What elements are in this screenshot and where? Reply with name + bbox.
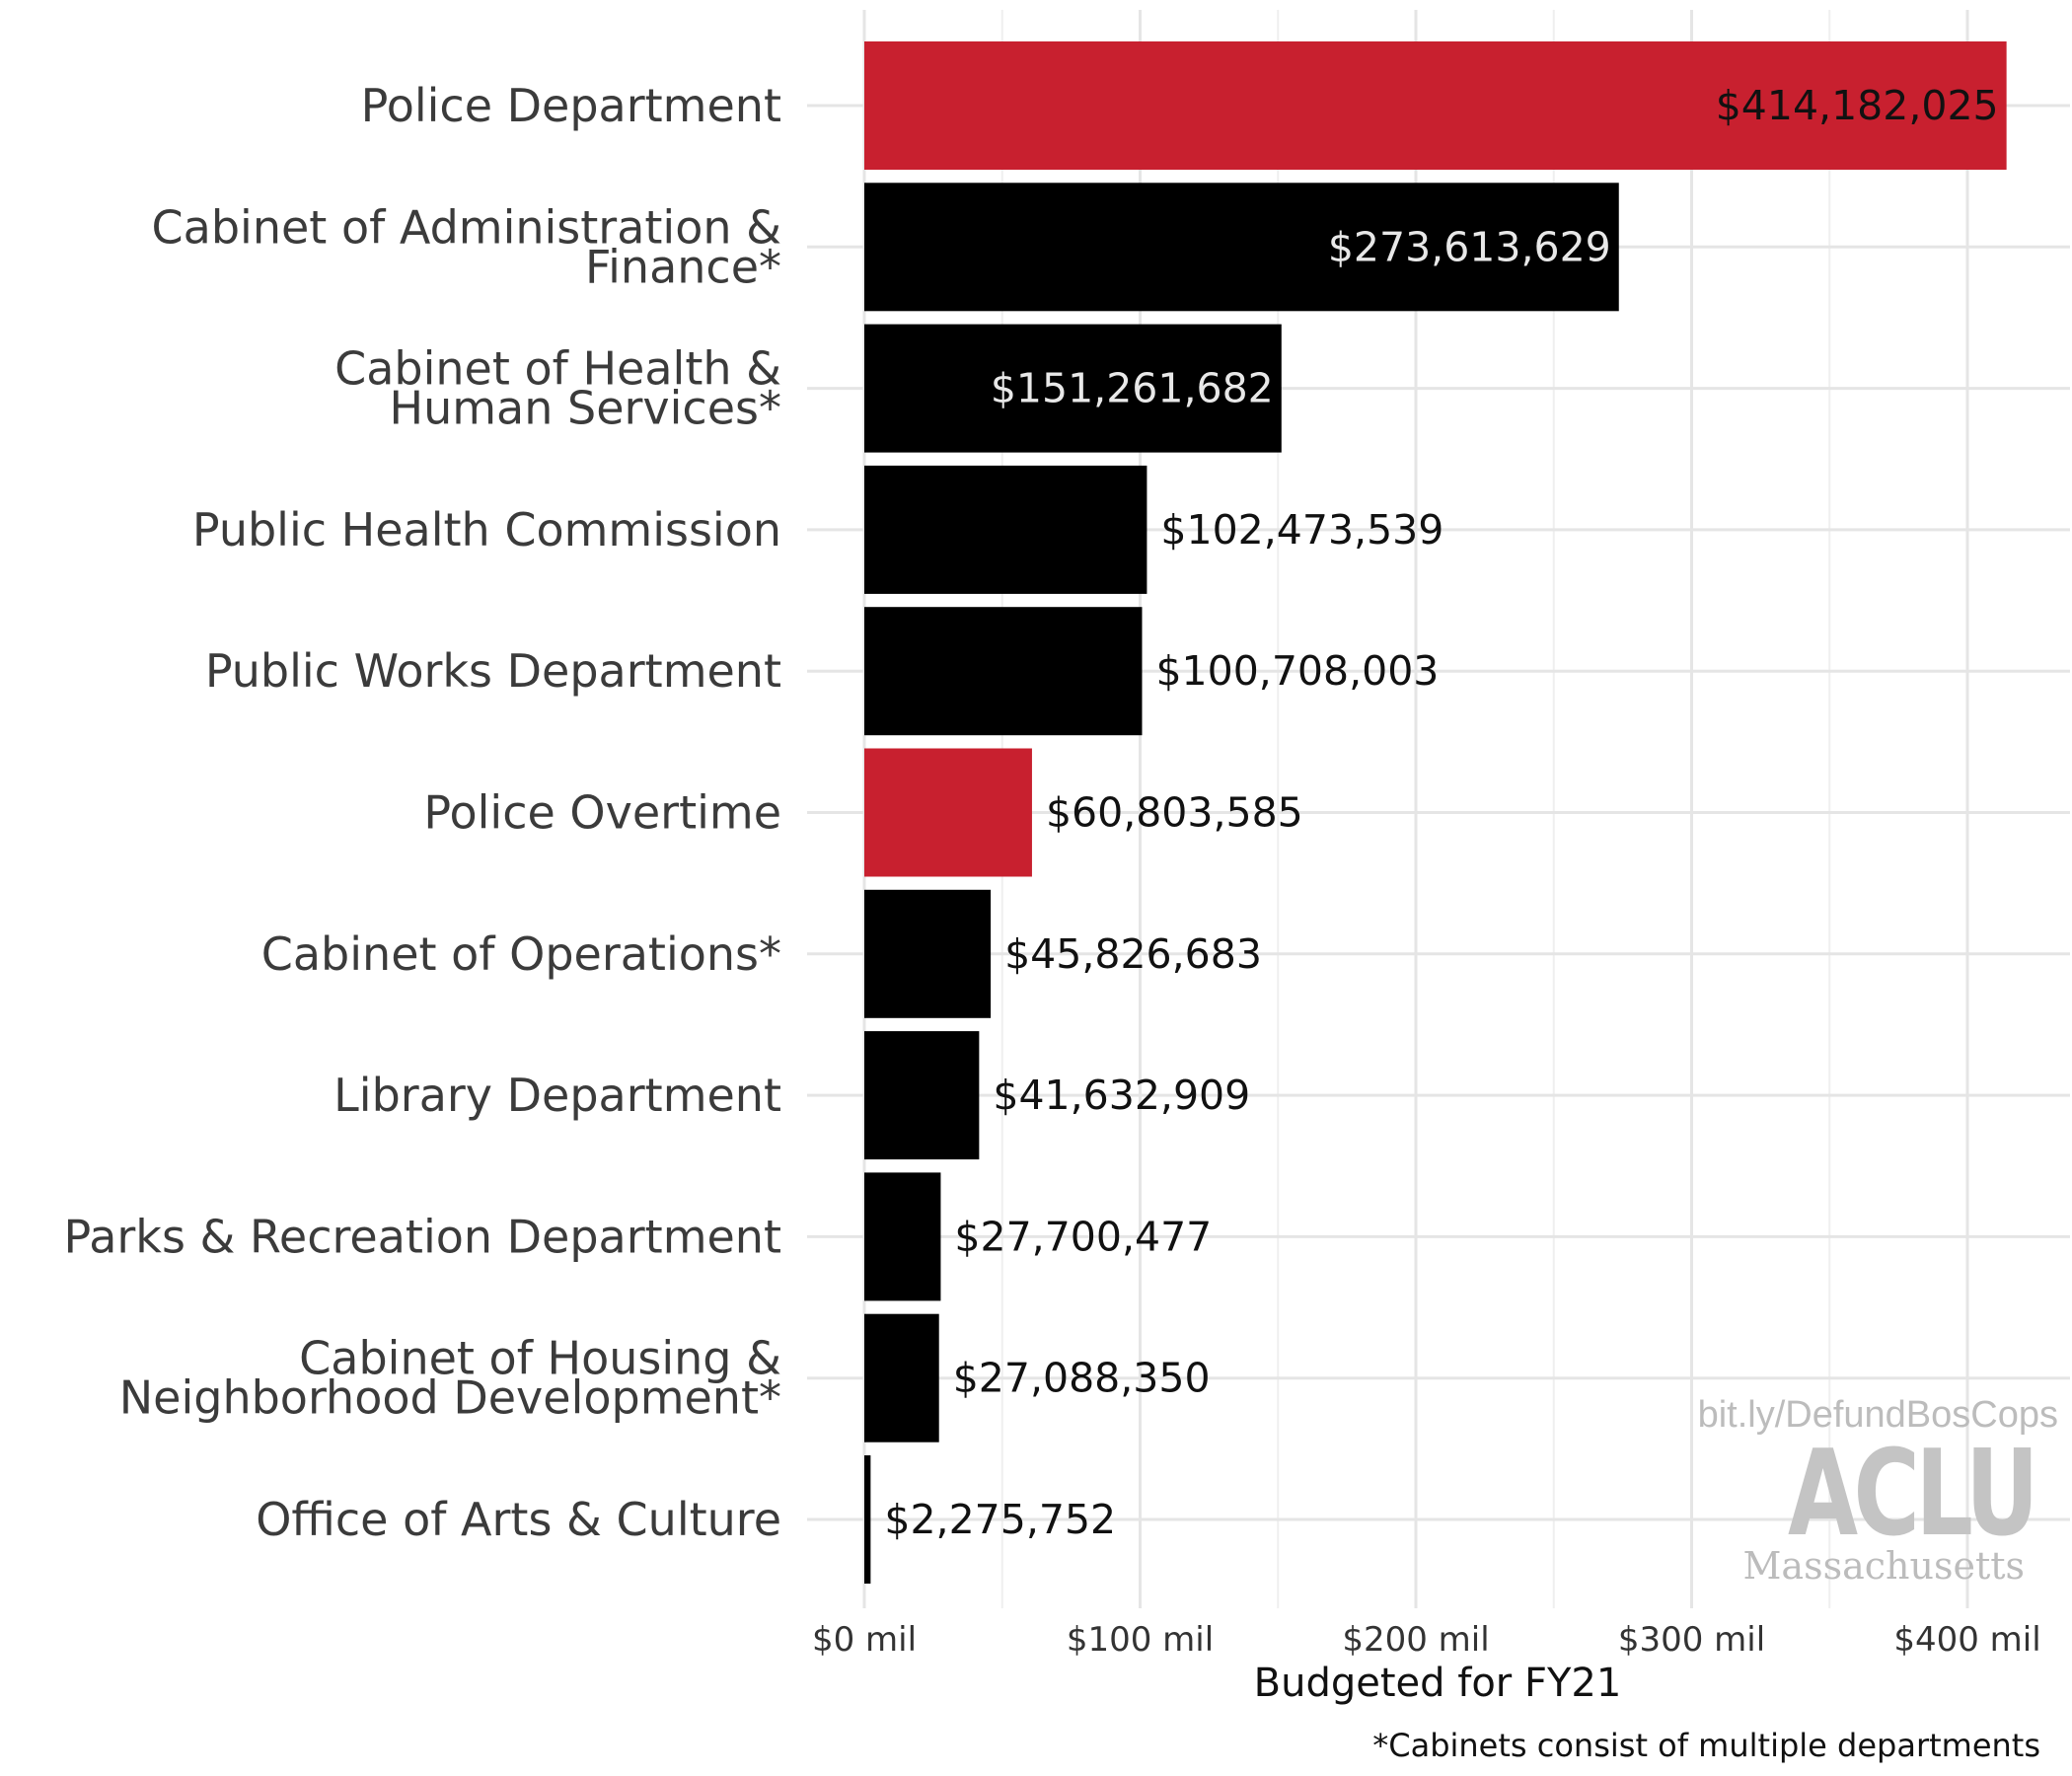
category-label: Police Department	[361, 79, 781, 132]
x-tick-label: $100 mil	[1067, 1620, 1214, 1660]
value-label: $102,473,539	[1160, 506, 1443, 554]
value-label: $27,088,350	[953, 1355, 1211, 1402]
value-label: $2,275,752	[884, 1496, 1116, 1543]
bar	[864, 1172, 941, 1301]
category-label: Public Works Department	[205, 644, 781, 698]
category-label: Cabinet of Operations*	[261, 927, 781, 981]
footnote: *Cabinets consist of multiple department…	[1372, 1727, 2040, 1764]
category-labels: Police Department Cabinet of Administrati…	[64, 79, 781, 1546]
category-label-line: Cabinet of Housing &	[299, 1332, 781, 1385]
category-label: Cabinet of Health & Human Services*	[334, 342, 781, 435]
value-label: $41,632,909	[993, 1072, 1250, 1119]
bar	[864, 1031, 980, 1160]
category-label: Parks & Recreation Department	[64, 1210, 781, 1263]
value-label: $100,708,003	[1155, 647, 1439, 695]
value-label: $27,700,477	[954, 1213, 1212, 1260]
bar	[864, 41, 2007, 170]
category-label-line: Neighborhood Development*	[119, 1371, 781, 1425]
x-axis-title: Budgeted for FY21	[1254, 1661, 1622, 1706]
bar	[864, 1313, 939, 1443]
category-label-line: Cabinet of Administration &	[152, 200, 781, 254]
value-label: $414,182,025	[1716, 82, 1999, 129]
category-label-line: Human Services*	[390, 382, 782, 435]
x-tick-label: $300 mil	[1618, 1620, 1765, 1660]
bar	[864, 324, 1282, 453]
aclu-logo: ACLU	[1788, 1426, 2035, 1563]
category-label: Cabinet of Administration & Finance*	[152, 200, 781, 293]
value-label: $60,803,585	[1046, 789, 1303, 837]
bars	[864, 41, 2007, 1584]
watermark-url: bit.ly/DefundBosCops	[1698, 1394, 2058, 1436]
value-label: $273,613,629	[1328, 223, 1611, 270]
category-label: Public Health Commission	[192, 503, 781, 556]
bar	[864, 607, 1143, 736]
category-label-line: Cabinet of Health &	[334, 342, 781, 396]
category-label-line: Finance*	[585, 240, 781, 293]
x-axis-ticks: $0 mil $100 mil $200 mil $300 mil $400 mil	[812, 1620, 2041, 1660]
value-labels: $414,182,025 $273,613,629 $151,261,682 $102…	[884, 82, 1998, 1543]
category-label: Police Overtime	[423, 786, 781, 840]
bar	[864, 465, 1147, 594]
x-tick-label: $400 mil	[1893, 1620, 2040, 1660]
x-tick-label: $200 mil	[1342, 1620, 1489, 1660]
value-label: $151,261,682	[991, 365, 1274, 412]
x-tick-label: $0 mil	[812, 1620, 917, 1660]
category-label: Cabinet of Housing & Neighborhood Develop…	[119, 1332, 781, 1425]
bar	[864, 1455, 871, 1584]
category-label: Library Department	[333, 1069, 781, 1122]
aclu-watermark: bit.ly/DefundBosCops ACLU Massachusetts	[1698, 1394, 2058, 1588]
bar	[864, 889, 992, 1018]
category-label: Office of Arts & Culture	[256, 1493, 781, 1546]
bar	[864, 748, 1032, 877]
watermark-region: Massachusetts	[1743, 1544, 2025, 1588]
bar	[864, 183, 1619, 312]
value-label: $45,826,683	[1004, 930, 1262, 978]
